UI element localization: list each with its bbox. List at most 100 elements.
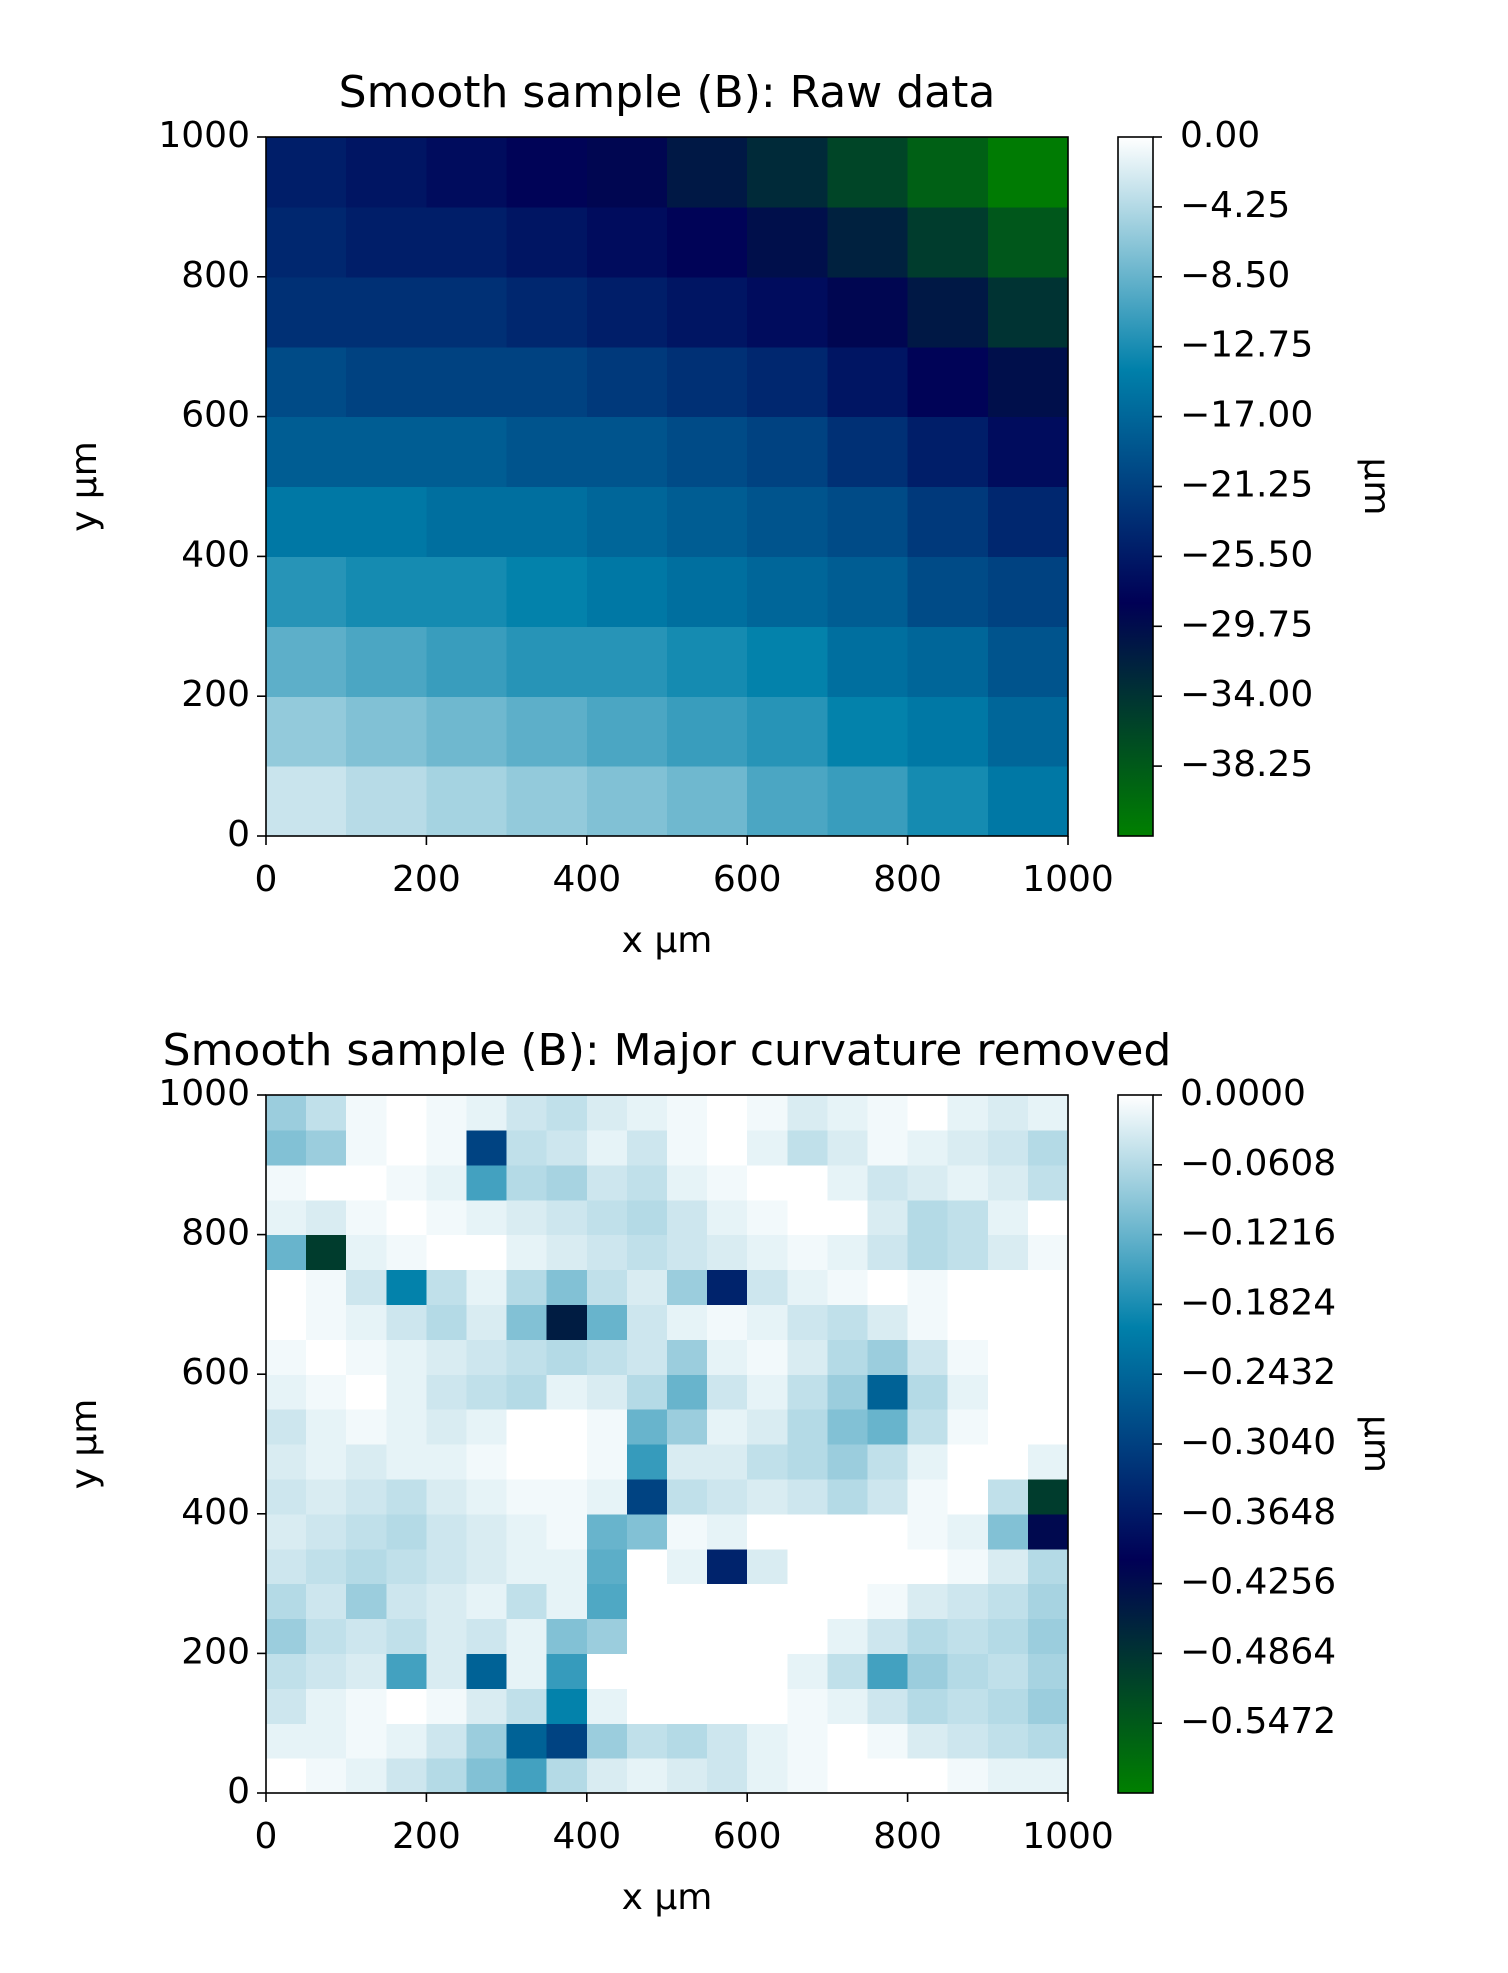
- heatmap-cell: [947, 1339, 989, 1375]
- y-tick-label: 1000: [158, 1073, 250, 1114]
- heatmap-cell: [1027, 1583, 1069, 1620]
- heatmap-cell: [506, 1234, 548, 1271]
- heatmap-cell: [867, 1164, 909, 1201]
- heatmap-cell: [987, 1583, 1029, 1620]
- heatmap-cell: [426, 1478, 468, 1515]
- heatmap-cell: [426, 1444, 468, 1480]
- heatmap-cell: [947, 1758, 989, 1794]
- heatmap-cell: [987, 276, 1069, 348]
- heatmap-cell: [667, 346, 748, 418]
- heatmap-cell: [306, 1583, 347, 1620]
- heatmap-cell: [546, 1199, 588, 1236]
- heatmap-cell: [466, 1234, 508, 1271]
- heatmap-cell: [947, 1269, 989, 1305]
- heatmap-cell: [346, 276, 427, 348]
- heatmap-cell: [506, 1339, 548, 1375]
- heatmap-cell: [546, 1583, 588, 1620]
- x-tick-label: 200: [392, 1816, 461, 1857]
- heatmap-cell: [827, 206, 909, 278]
- heatmap-cell: [506, 1723, 548, 1759]
- heatmap-cell: [707, 1199, 748, 1236]
- heatmap-cell: [987, 1269, 1029, 1305]
- colorbar-tick-label: −34.00: [1180, 674, 1313, 715]
- heatmap-cell: [787, 1234, 828, 1271]
- heatmap-cell: [667, 1583, 708, 1620]
- heatmap-cell: [1027, 1618, 1069, 1654]
- heatmap-cell: [947, 1513, 989, 1550]
- heatmap-cell: [867, 1478, 909, 1515]
- heatmap-cell: [907, 276, 989, 348]
- heatmap-cell: [747, 1513, 788, 1550]
- heatmap-cell: [867, 1583, 909, 1620]
- heatmap-cell: [907, 1688, 949, 1724]
- heatmap-cell: [987, 1618, 1029, 1654]
- heatmap-cell: [626, 1409, 668, 1445]
- colorbar-tick-label: −0.0608: [1180, 1143, 1336, 1184]
- heatmap-cell: [386, 1618, 427, 1654]
- heatmap-cell: [867, 1723, 909, 1759]
- heatmap-cell: [827, 276, 909, 348]
- heatmap-cell: [426, 1304, 468, 1340]
- heatmap-cell: [747, 1409, 788, 1445]
- heatmap-cell: [466, 1374, 508, 1410]
- heatmap-cell: [506, 696, 588, 767]
- heatmap-cell: [667, 766, 748, 837]
- heatmap-cell: [707, 1164, 748, 1201]
- heatmap-cell: [626, 1129, 668, 1166]
- heatmap-cell: [867, 1199, 909, 1236]
- heatmap-cell: [506, 1409, 548, 1445]
- heatmap-cell: [667, 1758, 708, 1794]
- heatmap-cell: [987, 1548, 1029, 1585]
- heatmap-cell: [586, 1583, 628, 1620]
- heatmap-cell: [426, 486, 508, 557]
- colorbar-tick-label: −29.75: [1180, 604, 1313, 645]
- heatmap-cell: [586, 1304, 628, 1340]
- heatmap-cell: [707, 1304, 748, 1340]
- heatmap-cell: [346, 696, 427, 767]
- heatmap-cell: [667, 1723, 708, 1759]
- heatmap-cell: [987, 766, 1069, 837]
- heatmap-cell: [586, 1234, 628, 1271]
- y-tick-label: 600: [181, 1352, 250, 1393]
- heatmap-cell: [867, 1409, 909, 1445]
- heatmap-cell: [907, 1618, 949, 1654]
- heatmap-cell: [747, 276, 828, 348]
- y-tick-label: 1000: [158, 115, 250, 156]
- heatmap-cell: [266, 486, 347, 557]
- heatmap-cell: [987, 486, 1069, 557]
- heatmap-cell: [827, 346, 909, 418]
- heatmap-cell: [466, 1723, 508, 1759]
- heatmap-cell: [306, 1618, 347, 1654]
- x-tick-label: 800: [873, 859, 942, 900]
- heatmap-cell: [827, 1339, 869, 1375]
- heatmap-cell: [907, 1129, 949, 1166]
- heatmap-cell: [907, 1234, 949, 1271]
- heatmap-cell: [586, 626, 668, 697]
- heatmap-cell: [586, 416, 668, 488]
- heatmap-cell: [907, 1548, 949, 1585]
- heatmap-cell: [747, 1618, 788, 1654]
- heatmap-cell: [747, 1688, 788, 1724]
- heatmap-cell: [546, 1548, 588, 1585]
- heatmap-cell: [266, 696, 347, 767]
- heatmap-cell: [626, 1374, 668, 1410]
- heatmap-cell: [506, 1374, 548, 1410]
- heatmap-cell: [346, 1548, 387, 1585]
- heatmap-cell: [947, 1653, 989, 1689]
- heatmap-cell: [747, 1478, 788, 1515]
- heatmap-cell: [667, 1548, 708, 1585]
- heatmap-cell: [747, 346, 828, 418]
- heatmap-cell: [586, 1723, 628, 1759]
- heatmap-cell: [626, 1758, 668, 1794]
- heatmap-cell: [827, 1129, 869, 1166]
- heatmap-cell: [386, 1653, 427, 1689]
- heatmap-cell: [506, 1583, 548, 1620]
- heatmap-cell: [747, 206, 828, 278]
- heatmap-cell: [386, 1234, 427, 1271]
- heatmap-cell: [707, 1478, 748, 1515]
- heatmap-cell: [266, 766, 347, 837]
- heatmap-cell: [987, 346, 1069, 418]
- heatmap-cell: [346, 206, 427, 278]
- heatmap-cell: [506, 766, 588, 837]
- heatmap-cell: [867, 1304, 909, 1340]
